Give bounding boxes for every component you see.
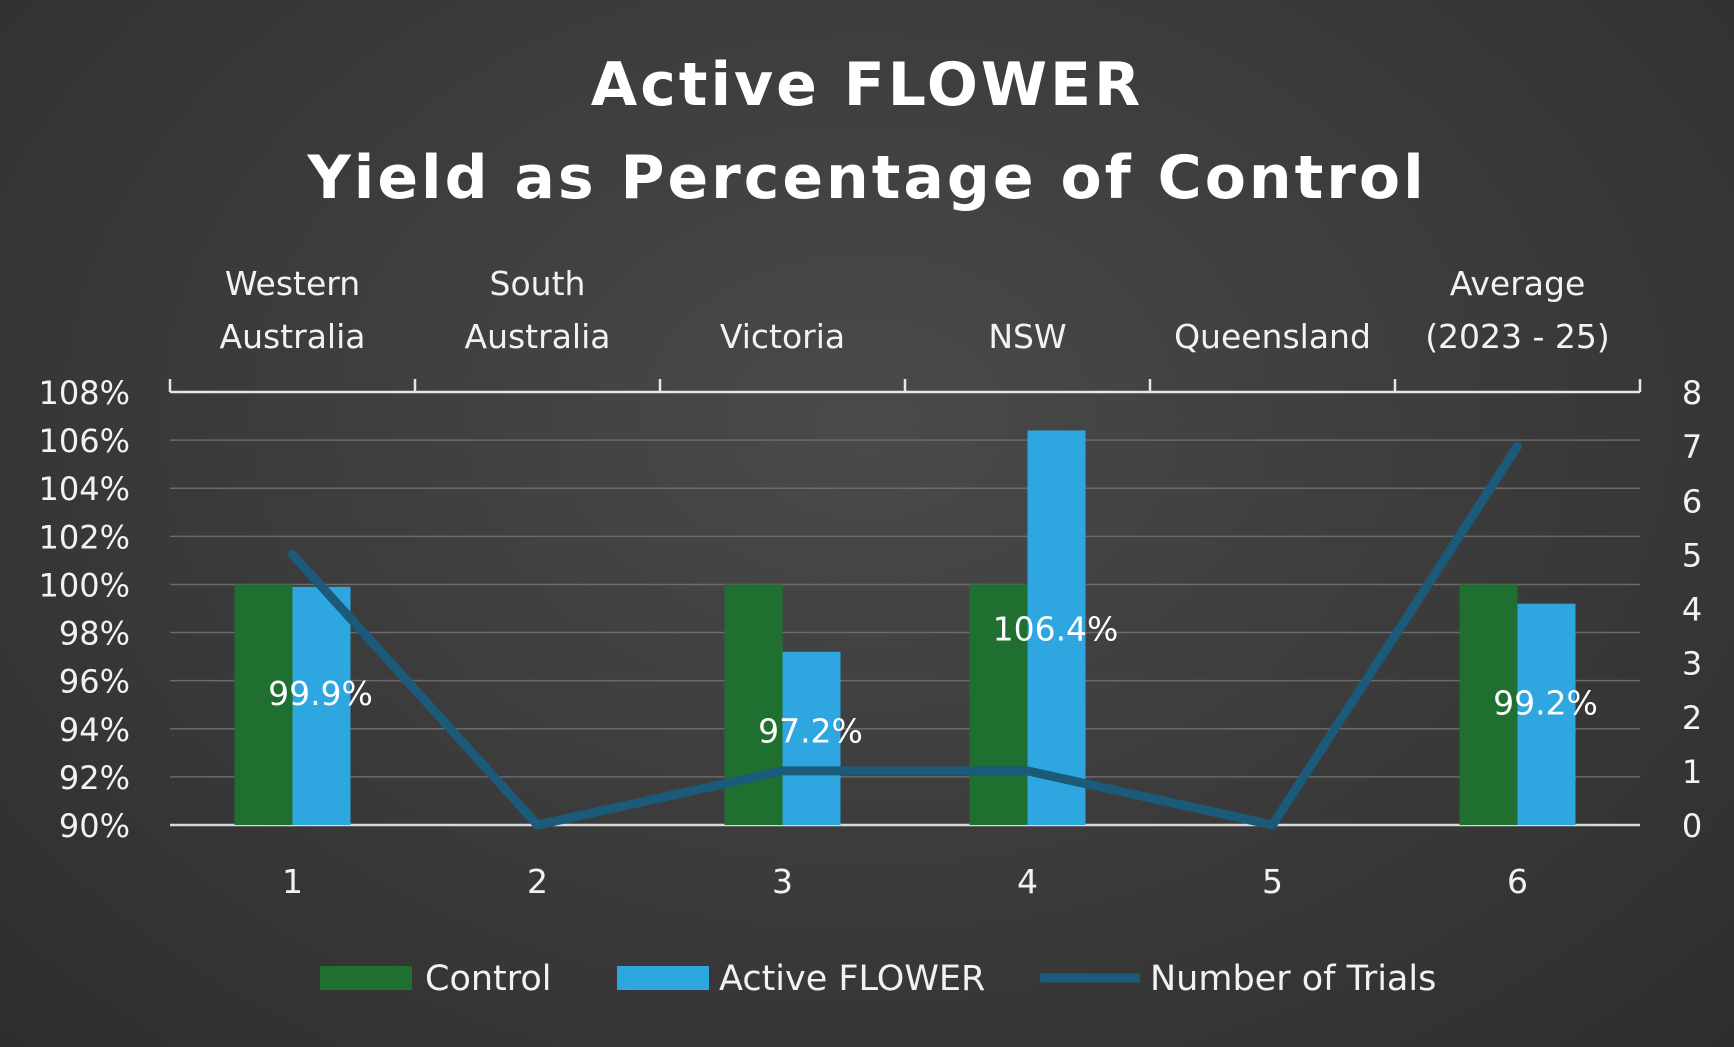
active-flower-data-label: 106.4% [993, 609, 1119, 648]
left-axis-tick-label: 100% [39, 566, 130, 604]
data-labels: 99.9% 97.2% 106.4% 99.2% [268, 609, 1598, 750]
active-flower-bar [1027, 430, 1086, 825]
legend-label-control: Control [425, 959, 552, 999]
right-axis-tick-label: 8 [1682, 374, 1702, 412]
category-label: NSW [988, 317, 1066, 356]
legend-swatch-active-flower [617, 966, 709, 990]
legend: Control Active FLOWER Number of Trials [320, 959, 1436, 999]
control-bar [969, 584, 1028, 825]
x-tick-label: 5 [1262, 862, 1283, 901]
left-axis-tick-label: 102% [39, 518, 130, 556]
left-axis-tick-label: 98% [59, 615, 130, 653]
control-bar [724, 584, 783, 825]
right-axis-tick-label: 5 [1682, 536, 1702, 574]
top-category-axis [168, 379, 1642, 394]
legend-swatch-control [320, 966, 412, 990]
category-label: Queensland [1174, 317, 1371, 356]
control-bar [1459, 584, 1518, 825]
right-axis-tick-label: 2 [1682, 699, 1702, 737]
x-tick-label: 1 [282, 862, 303, 901]
active-flower-bar [1517, 603, 1576, 825]
category-labels: Western Australia South Australia Victoria NS… [220, 264, 1610, 356]
category-label: South [490, 264, 586, 303]
category-label: (2023 - 25) [1425, 317, 1610, 356]
right-axis-tick-label: 3 [1682, 645, 1702, 683]
active-flower-data-label: 99.2% [1493, 684, 1598, 723]
left-axis-tick-label: 92% [59, 759, 130, 797]
number-of-trials-line [288, 441, 1522, 830]
active-flower-bar [782, 651, 841, 825]
left-axis-tick-label: 94% [59, 711, 130, 749]
category-label: Victoria [720, 317, 845, 356]
right-axis-tick-label: 0 [1682, 807, 1702, 845]
gridlines [170, 391, 1640, 827]
x-axis-ticks: 1 2 3 4 5 6 [282, 862, 1528, 901]
left-axis-tick-label: 104% [39, 470, 130, 508]
left-axis-tick-label: 108% [39, 374, 130, 412]
control-bar [234, 584, 293, 825]
x-tick-label: 4 [1017, 862, 1038, 901]
category-label: Western [225, 264, 360, 303]
title-line-1: Active FLOWER [591, 50, 1143, 120]
chart-title: Active FLOWER Yield as Percentage of Con… [306, 50, 1426, 213]
left-axis-tick-label: 96% [59, 663, 130, 701]
category-label: Average [1450, 264, 1586, 303]
active-flower-bar [292, 586, 351, 825]
x-tick-label: 3 [772, 862, 793, 901]
active-flower-data-label: 99.9% [268, 674, 373, 713]
active-flower-data-label: 97.2% [758, 712, 863, 751]
x-tick-label: 6 [1507, 862, 1528, 901]
trials-line [288, 441, 1522, 830]
left-axis-tick-label: 106% [39, 422, 130, 460]
legend-label-trials: Number of Trials [1150, 959, 1436, 999]
left-axis: 90% 92% 94% 96% 98% 100% 102% 104% 106% 108% [39, 374, 130, 845]
right-axis-tick-label: 7 [1682, 428, 1702, 466]
category-label: Australia [465, 317, 611, 356]
title-line-2: Yield as Percentage of Control [306, 143, 1426, 213]
bars [234, 430, 1576, 825]
left-axis-tick-label: 90% [59, 807, 130, 845]
x-tick-label: 2 [527, 862, 548, 901]
right-axis-tick-label: 6 [1682, 482, 1702, 520]
category-label: Australia [220, 317, 366, 356]
legend-label-active-flower: Active FLOWER [719, 959, 985, 999]
right-axis-tick-label: 4 [1682, 591, 1702, 629]
right-axis-tick-label: 1 [1682, 753, 1702, 791]
right-axis: 0 1 2 3 4 5 6 7 8 [1682, 374, 1702, 845]
